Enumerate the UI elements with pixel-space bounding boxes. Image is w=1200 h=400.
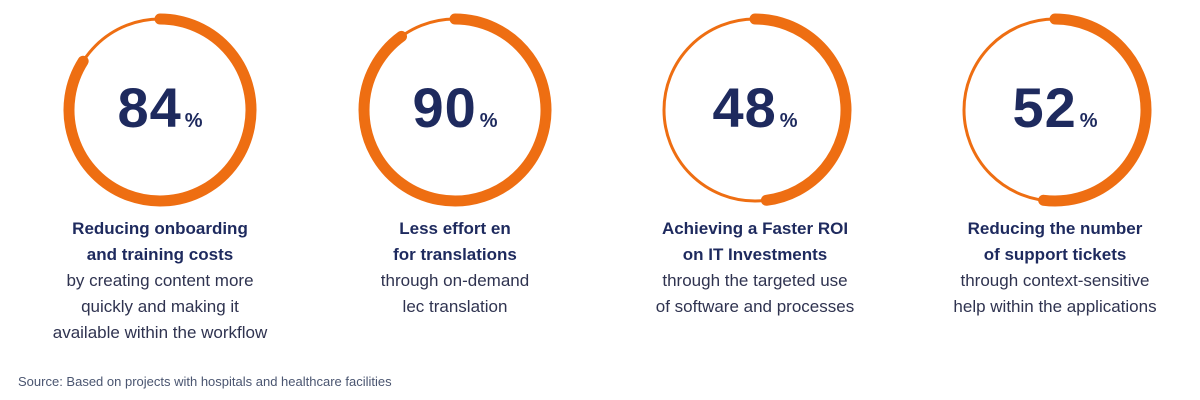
stat-title-line: and training costs bbox=[86, 245, 234, 264]
stat-title-line: Less effort en bbox=[399, 219, 511, 238]
progress-ring bbox=[962, 13, 1152, 207]
ring-arc bbox=[63, 13, 257, 207]
stat-item: 84% Reducing onboarding and training costs… bbox=[20, 0, 300, 350]
stat-title-line: for translations bbox=[393, 245, 517, 264]
stat-number: 52 bbox=[1012, 76, 1077, 139]
stat-desc-line: through on-demand bbox=[380, 271, 530, 290]
stat-desc-line: of software and processes bbox=[655, 297, 855, 316]
ring-arc bbox=[1038, 13, 1152, 207]
source-note: Source: Based on projects with hospitals… bbox=[18, 374, 392, 389]
stat-value: 52% bbox=[915, 75, 1195, 140]
stat-desc-line: by creating content more bbox=[66, 271, 254, 290]
stat-desc-line: quickly and making it bbox=[81, 297, 239, 316]
stat-desc-line: through the targeted use bbox=[662, 271, 848, 290]
stat-item: 90% Less effort en for translations through… bbox=[315, 0, 595, 350]
stat-description: Reducing onboarding and training costs by … bbox=[20, 216, 300, 346]
ring-arc bbox=[749, 13, 852, 206]
stat-item: 52% Reducing the number of support tickets… bbox=[915, 0, 1195, 350]
stat-description: Achieving a Faster ROI on IT Investments t… bbox=[615, 216, 895, 320]
ring-arc bbox=[358, 13, 552, 207]
stat-number: 48 bbox=[712, 76, 777, 139]
stat-value: 48% bbox=[615, 75, 895, 140]
stat-desc-line: through context-sensitive bbox=[960, 271, 1150, 290]
stat-description: Less effort en for translations through on… bbox=[315, 216, 595, 320]
stat-desc-line: available within the workflow bbox=[52, 323, 268, 342]
progress-ring bbox=[358, 13, 552, 207]
stat-desc-line: lec translation bbox=[402, 297, 508, 316]
progress-ring bbox=[662, 13, 852, 206]
stat-title-line: Reducing the number bbox=[967, 219, 1143, 238]
stat-number: 84 bbox=[117, 76, 182, 139]
stat-title-line: on IT Investments bbox=[682, 245, 828, 264]
stat-value: 84% bbox=[20, 75, 300, 140]
stat-value: 90% bbox=[315, 75, 595, 140]
stat-description: Reducing the number of support tickets thr… bbox=[915, 216, 1195, 320]
stat-title-line: Reducing onboarding bbox=[72, 219, 248, 238]
stat-title-line: of support tickets bbox=[983, 245, 1127, 264]
stat-desc-line: help within the applications bbox=[953, 297, 1157, 316]
stat-number: 90 bbox=[412, 76, 477, 139]
stat-unit: % bbox=[779, 110, 798, 132]
progress-ring bbox=[63, 13, 257, 207]
stat-title-line: Achieving a Faster ROI bbox=[661, 219, 849, 238]
stat-item: 48% Achieving a Faster ROI on IT Investmen… bbox=[615, 0, 895, 350]
stat-unit: % bbox=[184, 110, 203, 132]
stat-unit: % bbox=[479, 110, 498, 132]
stat-unit: % bbox=[1079, 110, 1098, 132]
